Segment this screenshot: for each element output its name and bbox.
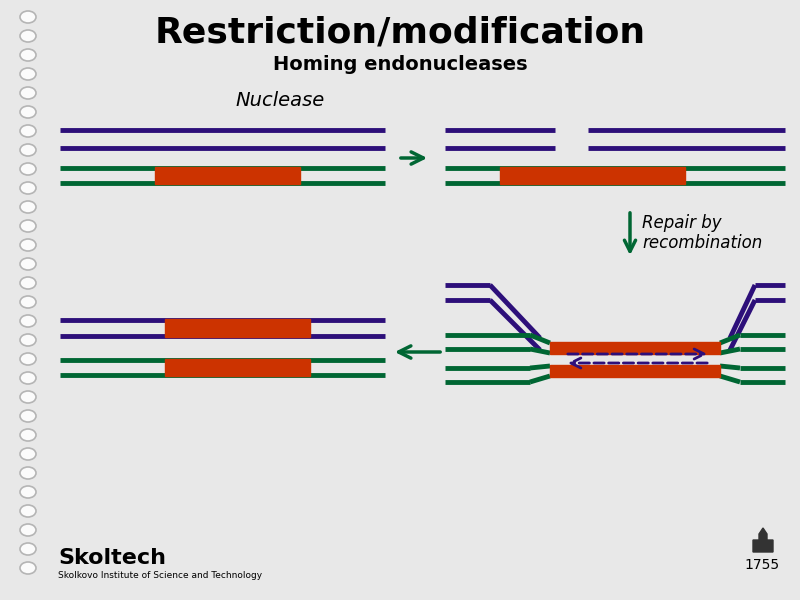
Ellipse shape [20, 144, 36, 156]
Bar [165, 319, 310, 337]
Ellipse shape [20, 448, 36, 460]
Ellipse shape [20, 429, 36, 441]
Text: Skoltech: Skoltech [58, 548, 166, 568]
Text: Skolkovo Institute of Science and Technology: Skolkovo Institute of Science and Techno… [58, 571, 262, 580]
Text: 1755: 1755 [745, 558, 779, 572]
Ellipse shape [20, 239, 36, 251]
Ellipse shape [20, 543, 36, 555]
Ellipse shape [20, 486, 36, 498]
Text: Homing endonucleases: Homing endonucleases [273, 55, 527, 74]
Bar [550, 342, 720, 354]
Ellipse shape [20, 220, 36, 232]
Ellipse shape [20, 467, 36, 479]
Ellipse shape [20, 258, 36, 270]
Ellipse shape [20, 68, 36, 80]
Ellipse shape [20, 277, 36, 289]
Ellipse shape [20, 11, 36, 23]
Bar [500, 167, 685, 184]
Ellipse shape [20, 505, 36, 517]
Ellipse shape [20, 410, 36, 422]
Ellipse shape [20, 524, 36, 536]
Ellipse shape [20, 315, 36, 327]
Ellipse shape [20, 296, 36, 308]
Ellipse shape [20, 125, 36, 137]
Bar [550, 365, 720, 377]
Bar [165, 359, 310, 376]
Ellipse shape [20, 87, 36, 99]
Text: Restriction/modification: Restriction/modification [154, 15, 646, 49]
Ellipse shape [20, 353, 36, 365]
Text: Repair by
recombination: Repair by recombination [642, 214, 762, 253]
Text: Nuclease: Nuclease [235, 91, 325, 109]
Bar [155, 167, 300, 184]
Ellipse shape [20, 391, 36, 403]
Ellipse shape [20, 30, 36, 42]
Ellipse shape [20, 201, 36, 213]
Ellipse shape [20, 372, 36, 384]
Ellipse shape [20, 49, 36, 61]
Ellipse shape [20, 163, 36, 175]
Polygon shape [753, 528, 773, 552]
Ellipse shape [20, 106, 36, 118]
Ellipse shape [20, 182, 36, 194]
Ellipse shape [20, 334, 36, 346]
Ellipse shape [20, 562, 36, 574]
